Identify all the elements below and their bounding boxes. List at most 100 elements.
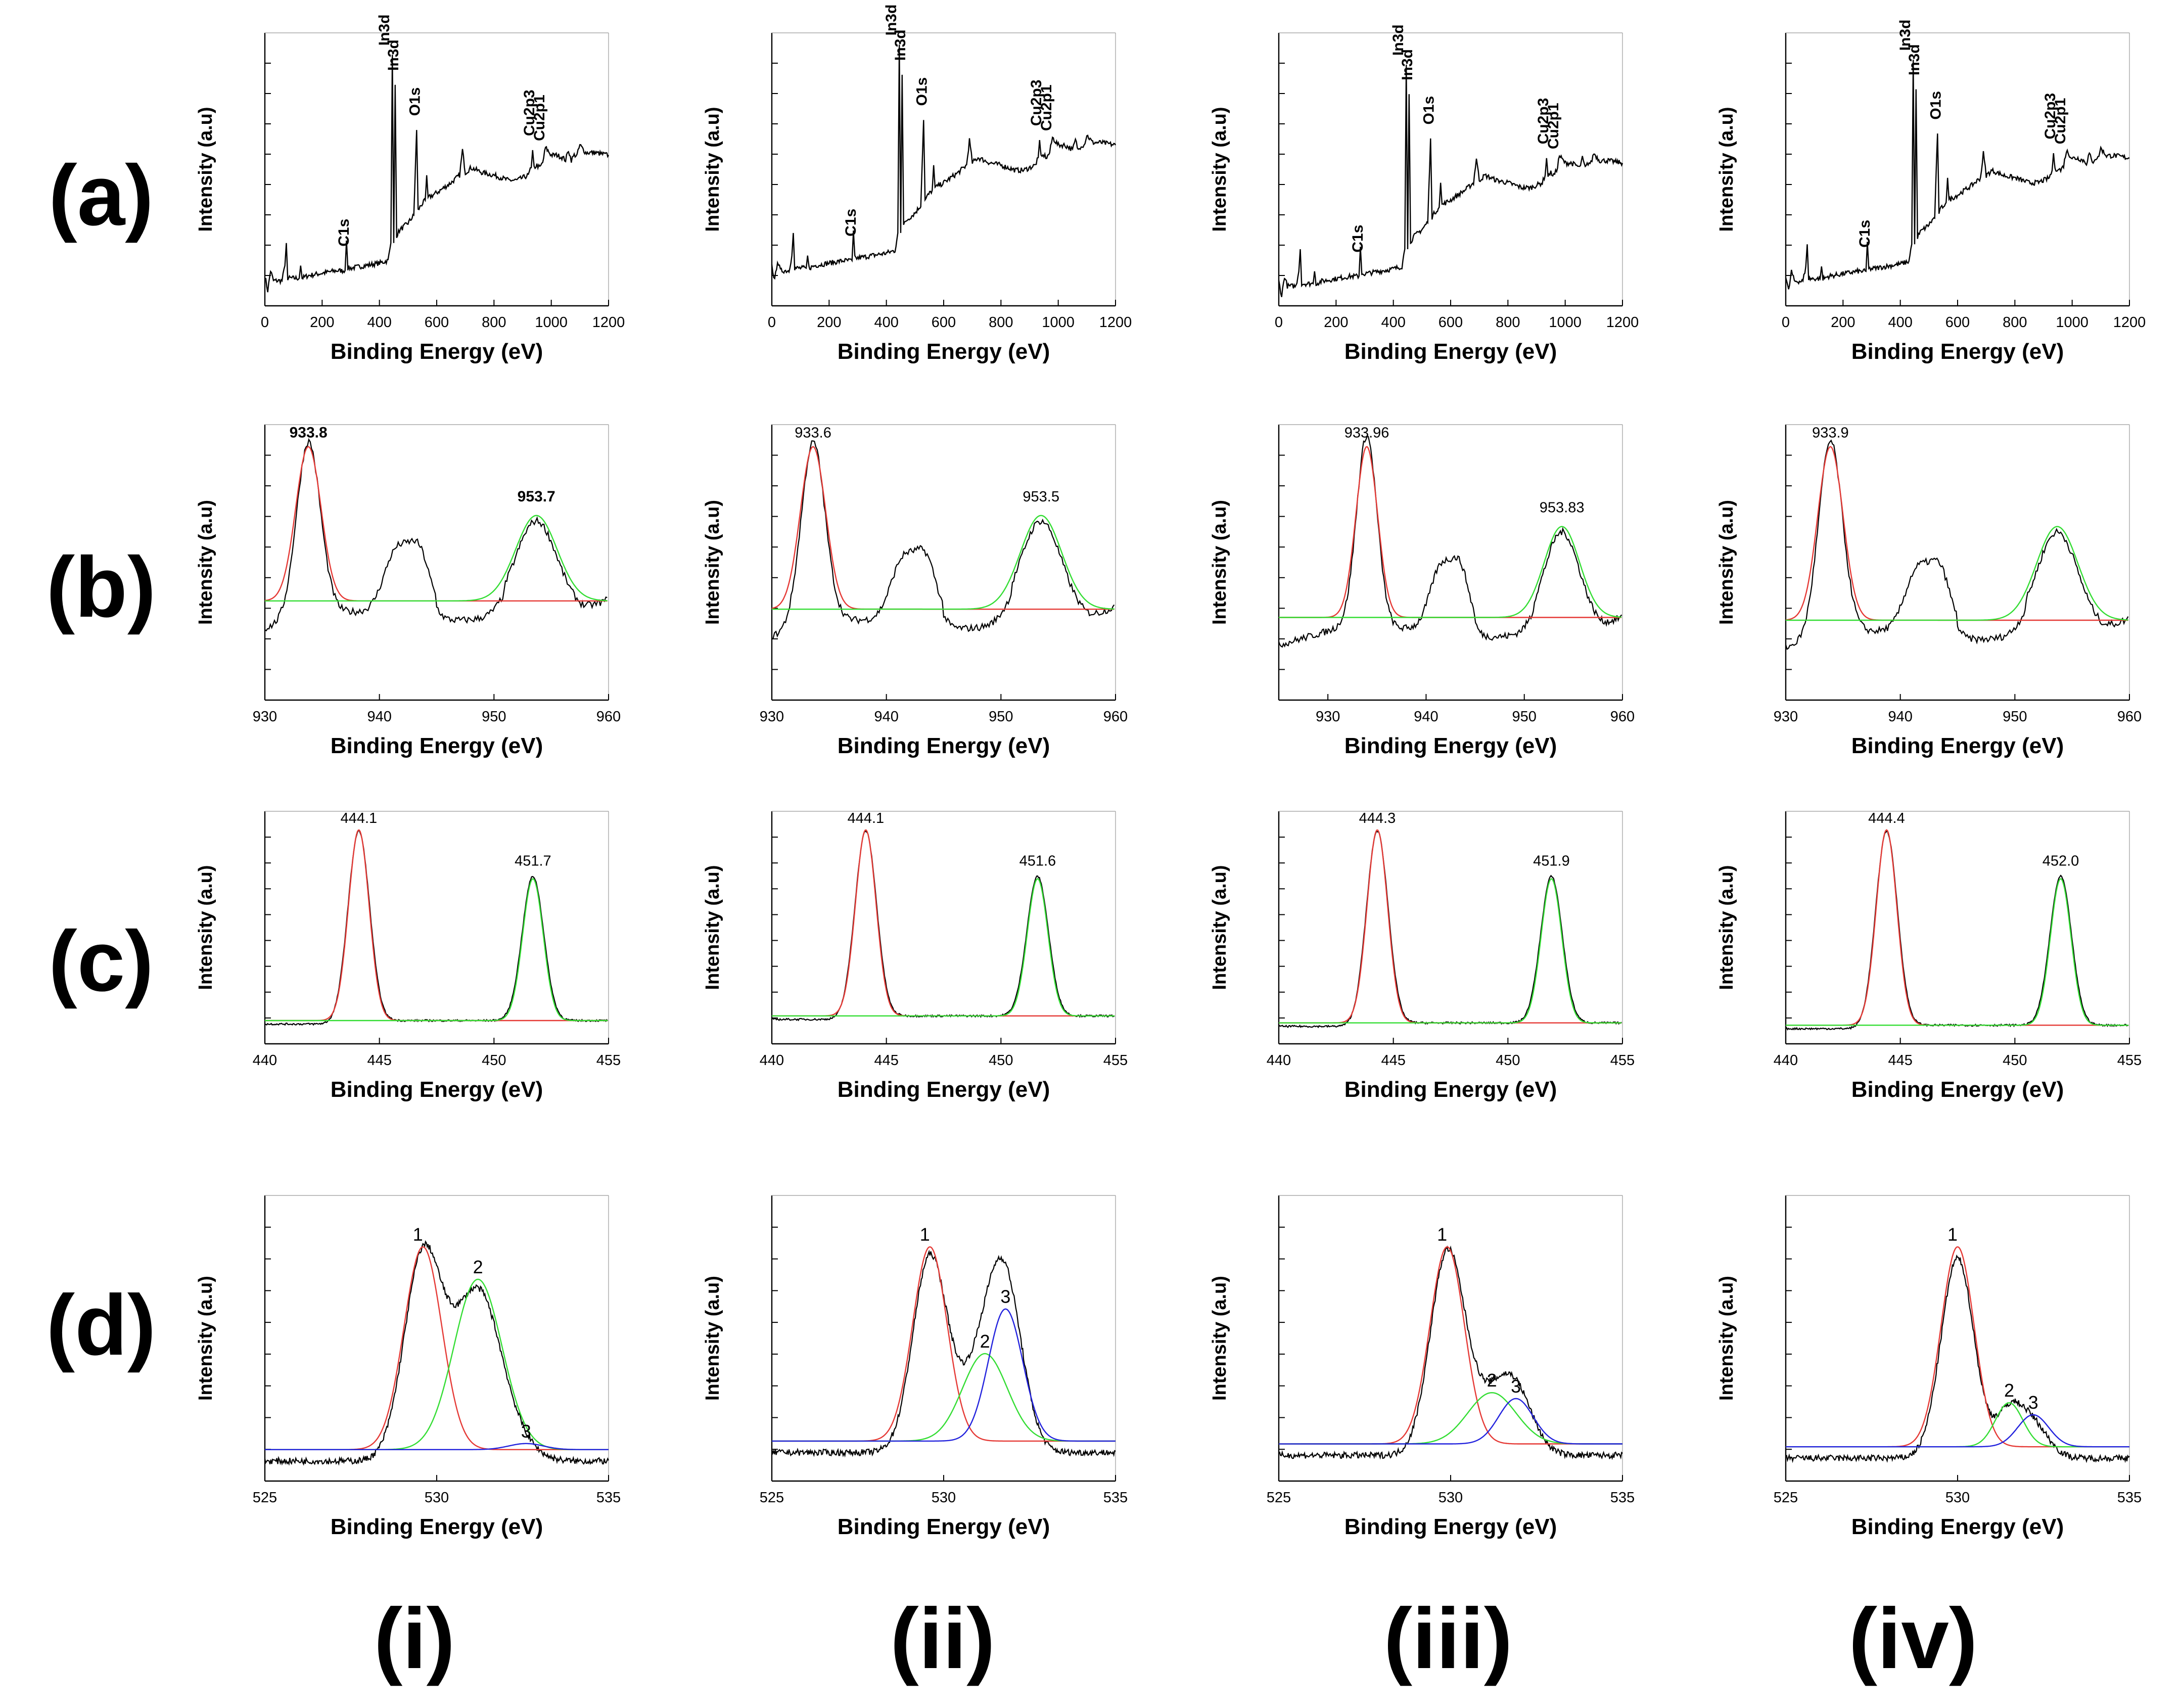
x-axis-title: Binding Energy (eV) <box>331 1077 543 1102</box>
row-label: (c) <box>49 913 154 1009</box>
peak-label: C1s <box>1350 225 1366 253</box>
peak-label: Cu2p1 <box>531 95 548 141</box>
x-tick-label: 445 <box>1381 1052 1405 1069</box>
cu2p-panel-ii: 930 940 950 960 Binding Energy (eV) Intensity… <box>702 424 1128 758</box>
x-tick-label: 450 <box>989 1052 1013 1069</box>
column-labels: (i) (ii) (iii) (iv) <box>374 1591 1978 1687</box>
x-tick-label: 800 <box>1496 314 1520 331</box>
fit-component-1 <box>1279 1246 1622 1445</box>
fit-component-1 <box>772 1246 1116 1442</box>
y-axis-title: Intensity (a.u) <box>195 500 216 625</box>
peak-position-label: 933.9 <box>1812 425 1849 441</box>
x-tick-label: 445 <box>1888 1052 1912 1069</box>
x-tick-label: 530 <box>425 1490 449 1506</box>
y-axis-title: Intensity (a.u) <box>1716 865 1737 990</box>
x-tick-label: 600 <box>932 314 956 331</box>
cu2p-panel-i: 930 940 950 960 Binding Energy (eV) Intensity… <box>195 424 621 758</box>
x-tick-label: 525 <box>1774 1490 1798 1506</box>
y-axis-title: Intensity (a.u) <box>195 107 216 232</box>
survey-line <box>264 55 610 293</box>
x-tick-label: 940 <box>874 709 898 725</box>
raw-spectrum <box>771 1250 1116 1458</box>
survey-line <box>771 44 1117 280</box>
fit-peak-2 <box>265 878 608 1022</box>
x-tick-label: 950 <box>2003 709 2027 725</box>
peak-position-label: 451.9 <box>1533 853 1570 869</box>
x-tick-label: 800 <box>482 314 506 331</box>
peak-label: Cu2p1 <box>1038 84 1055 131</box>
x-tick-label: 950 <box>1512 709 1537 725</box>
x-tick-label: 450 <box>2003 1052 2027 1069</box>
peak-position-label: 933.6 <box>795 425 831 441</box>
peak-label: Cu2p3 <box>2042 93 2059 140</box>
peak-label: In3d <box>883 5 900 36</box>
x-tick-label: 200 <box>817 314 841 331</box>
x-tick-label: 200 <box>1324 314 1348 331</box>
fit-peak-2 <box>1279 878 1622 1024</box>
x-tick-label: 960 <box>596 709 621 725</box>
x-tick-label: 1200 <box>592 314 625 331</box>
in3d-panel-ii: 440 445 450 455 Binding Energy (eV) Intensity… <box>702 810 1128 1102</box>
x-tick-label: 1200 <box>1606 314 1639 331</box>
fit-peak-1 <box>264 446 608 602</box>
peak-label: Cu2p1 <box>1545 103 1562 149</box>
x-tick-label: 400 <box>874 314 898 331</box>
x-axis-title: Binding Energy (eV) <box>838 1077 1050 1102</box>
x-tick-label: 200 <box>310 314 334 331</box>
x-axis-title: Binding Energy (eV) <box>838 339 1050 364</box>
peak-label: In3d <box>892 29 909 61</box>
x-tick-label: 445 <box>874 1052 898 1069</box>
peak-position-label: 953.7 <box>518 488 555 505</box>
cu2p-panel-iv: 930 940 950 960 Binding Energy (eV) Intensity… <box>1716 424 2142 758</box>
x-tick-label: 1000 <box>1549 314 1582 331</box>
x-tick-label: 940 <box>367 709 391 725</box>
peak-position-label: 451.7 <box>515 853 551 869</box>
fit-component-2 <box>265 1278 609 1450</box>
peak-label: Cu2p3 <box>1535 98 1552 145</box>
y-axis-title: Intensity (a.u) <box>1209 500 1230 625</box>
fit-peak-2 <box>772 515 1115 610</box>
fit-component-1 <box>265 1246 609 1450</box>
peak-label: Cu2p3 <box>521 89 538 136</box>
peak-position-label: 452.0 <box>2043 853 2079 869</box>
x-tick-label: 930 <box>253 709 277 725</box>
x-tick-label: 450 <box>482 1052 506 1069</box>
x-tick-label: 0 <box>1275 314 1283 331</box>
survey-panel-ii: 0 200 400 600 800 1000 1200 Binding Energy (eV)… <box>702 5 1132 364</box>
peak-label: In3d <box>1897 20 1914 51</box>
in3d-panel-iii: 440 445 450 455 Binding Energy (eV) Intensity… <box>1209 810 1635 1102</box>
fit-component-3 <box>1786 1414 2129 1448</box>
x-tick-label: 960 <box>1610 709 1635 725</box>
peak-label: O1s <box>1927 91 1944 120</box>
in3d-panel-iv: 440 445 450 455 Binding Energy (eV) Intensity… <box>1716 810 2142 1102</box>
x-axis-title: Binding Energy (eV) <box>1344 339 1557 364</box>
peak-position-label: 953.83 <box>1540 500 1585 516</box>
x-tick-label: 440 <box>760 1052 784 1069</box>
x-tick-label: 800 <box>2003 314 2027 331</box>
raw-spectrum <box>264 438 608 632</box>
fit-component-3 <box>265 1443 609 1450</box>
x-tick-label: 530 <box>1945 1490 1970 1506</box>
x-tick-label: 440 <box>1267 1052 1291 1069</box>
component-label: 1 <box>1437 1224 1447 1245</box>
column-label: (i) <box>374 1591 455 1687</box>
component-label: 3 <box>2028 1392 2038 1413</box>
x-tick-label: 525 <box>253 1490 277 1506</box>
component-label: 2 <box>1487 1370 1497 1391</box>
x-axis-title: Binding Energy (eV) <box>838 733 1050 758</box>
peak-label: In3d <box>1906 44 1923 75</box>
x-axis-title: Binding Energy (eV) <box>331 733 543 758</box>
x-tick-label: 960 <box>1103 709 1128 725</box>
component-label: 2 <box>473 1257 483 1277</box>
fit-peak-2 <box>1786 526 2128 621</box>
x-axis-title: Binding Energy (eV) <box>1851 339 2064 364</box>
x-tick-label: 535 <box>596 1490 621 1506</box>
raw-spectrum <box>264 1240 609 1466</box>
column-label: (iii) <box>1384 1591 1513 1687</box>
component-label: 2 <box>2004 1380 2014 1401</box>
row-label: (b) <box>46 539 156 635</box>
x-tick-label: 455 <box>1610 1052 1635 1069</box>
raw-spectrum <box>1278 1245 1623 1460</box>
x-tick-label: 1000 <box>535 314 568 331</box>
